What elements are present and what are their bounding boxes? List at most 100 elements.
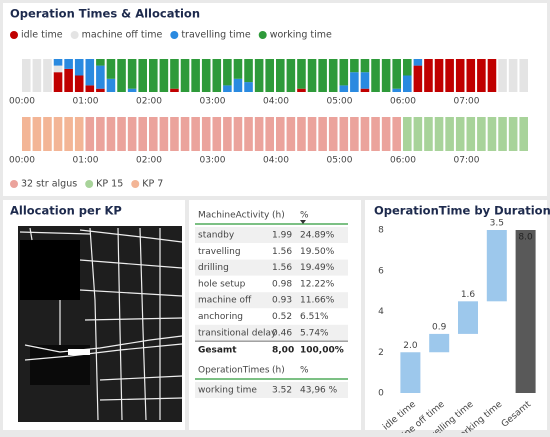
bar-segment	[43, 117, 52, 151]
bar-segment	[445, 117, 454, 151]
bar-segment	[127, 59, 137, 89]
bar-segment	[223, 117, 232, 151]
bar-segment	[487, 117, 497, 151]
row-band	[195, 227, 348, 243]
bar-segment	[276, 59, 285, 92]
value-label: 3.5	[490, 219, 504, 229]
panel-title: Operation Times & Allocation	[10, 7, 200, 21]
bar-segment	[32, 59, 42, 92]
bar-segment	[53, 117, 63, 151]
x-tick-label: 03:00	[200, 97, 226, 107]
bar-segment	[191, 117, 200, 151]
x-tick-label: 06:00	[390, 97, 416, 107]
bar-segment	[350, 72, 359, 92]
sort-arrow	[300, 220, 306, 224]
bar-segment	[53, 59, 63, 66]
bar-segment	[159, 59, 169, 92]
bar-segment	[371, 117, 380, 151]
table-cell: drilling	[198, 263, 229, 273]
bar-segment	[350, 59, 359, 73]
panel-title: Allocation per KP	[10, 204, 122, 218]
bar-segment	[350, 117, 359, 151]
bar-segment	[307, 59, 317, 92]
table-cell: anchoring	[198, 312, 243, 322]
x-tick-label: 00:00	[9, 97, 35, 107]
y-tick-label: 2	[378, 348, 384, 358]
bar-segment	[96, 88, 105, 92]
row-band	[195, 292, 348, 309]
table-header: %	[300, 366, 309, 376]
bar-segment	[413, 65, 423, 92]
map	[18, 226, 183, 422]
bar-segment	[360, 117, 370, 151]
bar-segment	[508, 59, 518, 92]
table-cell: 0.52	[272, 312, 292, 322]
legend-marker	[258, 31, 267, 39]
bar-segment	[487, 59, 497, 92]
table-cell: 3.52	[272, 386, 292, 396]
bar-segment	[339, 117, 349, 151]
bar-segment	[85, 117, 95, 151]
table-header: OperationTimes	[198, 366, 270, 376]
y-tick-label: 0	[378, 389, 384, 399]
bar-segment	[64, 59, 73, 69]
table-cell: 19.49%	[300, 263, 335, 273]
bar-segment	[392, 59, 401, 89]
x-tick-label: 07:00	[454, 97, 480, 107]
value-label: 1.6	[461, 290, 476, 300]
bar-segment	[339, 59, 349, 86]
table-cell: 19.50%	[300, 247, 335, 257]
x-tick-label: 04:00	[263, 156, 289, 166]
table-cell: 5.74%	[300, 328, 329, 338]
table-cell: 24.89%	[300, 231, 335, 241]
bar-segment	[466, 59, 476, 92]
bar-segment	[276, 117, 285, 151]
legend-label: working time	[270, 30, 332, 41]
bar-segment	[149, 59, 158, 92]
table-header: (h)	[272, 211, 285, 221]
legend-marker	[10, 31, 18, 39]
bar-segment	[254, 117, 264, 151]
bar-segment	[265, 117, 274, 151]
table-cell: hole setup	[198, 279, 246, 289]
table-cell: transitional delay	[198, 328, 277, 338]
bar-segment	[244, 117, 253, 151]
table-header: (h)	[272, 366, 285, 376]
bar-segment	[117, 59, 126, 92]
legend-label: 32 str algus	[21, 179, 77, 190]
bar-segment	[328, 117, 338, 151]
bar-segment	[212, 59, 222, 92]
bar-segment	[381, 117, 391, 151]
legend-label: idle time	[21, 30, 63, 41]
x-tick-label: 02:00	[136, 97, 162, 107]
bar-segment	[424, 117, 433, 151]
bar-segment	[85, 59, 95, 86]
x-tick-label: 03:00	[200, 156, 226, 166]
bar-segment	[508, 117, 518, 151]
table-cell: machine off	[198, 296, 252, 306]
table-header: %	[300, 211, 309, 221]
bar-segment	[519, 59, 528, 92]
panel-title: OperationTime by Duration [h]	[374, 204, 550, 218]
bar-segment	[392, 117, 401, 151]
legend-marker	[131, 180, 140, 188]
bar-segment	[233, 59, 243, 79]
x-tick-label: 07:00	[454, 156, 480, 166]
legend-marker	[70, 31, 79, 39]
bar-segment	[477, 59, 486, 92]
x-tick-label: 01:00	[73, 156, 99, 166]
bar-segment	[445, 59, 454, 92]
bar-segment	[498, 59, 507, 92]
bar-segment	[381, 59, 391, 92]
x-tick-label: 04:00	[263, 97, 289, 107]
x-tick-label: 05:00	[327, 156, 353, 166]
bar-segment	[413, 59, 423, 66]
bar-segment	[223, 85, 232, 92]
bar-segment	[180, 117, 190, 151]
bar-segment	[159, 117, 169, 151]
bar-segment	[106, 59, 116, 79]
bar-segment	[360, 88, 370, 92]
bar-segment	[212, 117, 222, 151]
